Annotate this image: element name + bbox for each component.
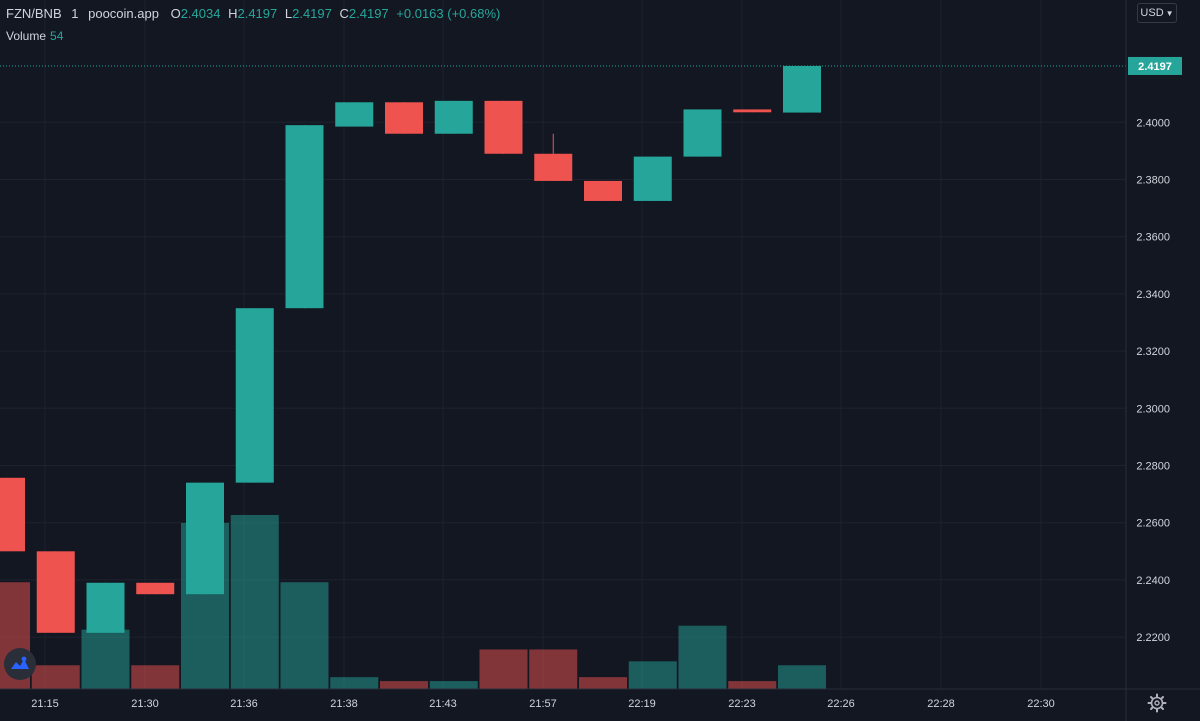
volume-bar (81, 629, 130, 689)
gear-icon[interactable] (1146, 692, 1168, 714)
time-tick-label: 22:30 (1027, 698, 1055, 710)
volume-bar (280, 582, 329, 689)
price-tick-label: 2.4000 (1136, 117, 1170, 129)
volume-bar (230, 515, 279, 689)
high-label: H (228, 6, 238, 21)
time-tick-label: 21:15 (31, 698, 59, 710)
candle-body[interactable] (683, 109, 722, 157)
candle-body[interactable] (385, 102, 423, 134)
volume-label: Volume (6, 29, 47, 43)
time-axis[interactable]: 21:15 21:30 21:36 21:38 21:43 21:57 22:19 22:23… (31, 698, 1055, 710)
price-tick-label: 2.2200 (1136, 632, 1170, 644)
source-label: poocoin.app (88, 6, 159, 21)
price-tick-label: 2.3400 (1136, 289, 1170, 301)
price-tick-label: 2.3000 (1136, 403, 1170, 415)
candle-body[interactable] (584, 180, 622, 201)
last-price-badge (1128, 56, 1182, 75)
ohlc-legend: FZN/BNB 1 poocoin.app O2.4034 H2.4197 L2… (6, 6, 500, 21)
candle-body[interactable] (783, 65, 821, 113)
time-tick-label: 21:57 (529, 698, 557, 710)
volume-bar (678, 625, 727, 689)
time-tick-label: 22:19 (628, 698, 656, 710)
candle-body[interactable] (0, 477, 25, 552)
candle-body[interactable] (633, 156, 672, 201)
candle-body[interactable] (335, 102, 374, 127)
high-value: 2.4197 (237, 6, 278, 21)
time-tick-label: 22:28 (927, 698, 955, 710)
price-tick-label: 2.3800 (1136, 175, 1170, 187)
price-tick-label: 2.3200 (1136, 346, 1170, 358)
price-tick-label: 2.2600 (1136, 518, 1170, 530)
volume-legend: Volume 54 (6, 29, 63, 43)
candle-body[interactable] (186, 482, 224, 595)
volume-bar (479, 649, 528, 689)
candle-body[interactable] (434, 100, 473, 134)
time-tick-label: 21:30 (131, 698, 159, 710)
candle-body[interactable] (534, 153, 573, 181)
interval-label[interactable]: 1 (71, 6, 79, 21)
volume-bar (330, 677, 379, 689)
open-value: 2.4034 (180, 6, 221, 21)
time-tick-label: 21:36 (230, 698, 258, 710)
price-tick-label: 2.2400 (1136, 575, 1170, 587)
low-value: 2.4197 (292, 6, 332, 21)
chevron-down-icon: ▼ (1165, 9, 1174, 18)
candle-body[interactable] (36, 551, 75, 633)
last-price-label: 2.4197 (1138, 61, 1172, 73)
price-tick-label: 2.2800 (1136, 461, 1170, 473)
volume-bar (429, 681, 478, 689)
volume-bar (529, 649, 578, 689)
close-value: 2.4197 (348, 6, 389, 21)
price-candles (0, 65, 821, 633)
currency-label: USD (1140, 7, 1164, 19)
candle-body[interactable] (136, 582, 175, 595)
time-tick-label: 22:23 (728, 698, 756, 710)
time-tick-label: 21:43 (429, 698, 457, 710)
volume-bar (131, 665, 180, 689)
volume-value: 54 (50, 29, 64, 43)
volume-bar (380, 681, 428, 689)
symbol-label[interactable]: FZN/BNB (6, 6, 62, 21)
change-value: +0.0163 (+0.68%) (396, 6, 501, 21)
price-tick-label: 2.3600 (1136, 232, 1170, 244)
candle-body[interactable] (235, 308, 274, 483)
volume-bar (728, 681, 777, 689)
volume-bar (579, 677, 627, 689)
candle-body[interactable] (86, 582, 125, 633)
currency-select-button[interactable]: USD ▼ (1137, 3, 1177, 23)
open-label: O (170, 6, 181, 21)
volume-bar (628, 661, 677, 689)
tradingview-logo-icon[interactable] (4, 648, 36, 680)
price-axis[interactable]: 2.4000 2.3800 2.3600 2.3400 2.3200 2.3000 2.28… (1136, 117, 1170, 644)
low-label: L (284, 6, 293, 21)
close-label: C (339, 6, 349, 21)
candle-body[interactable] (285, 125, 324, 309)
volume-bar (778, 665, 826, 689)
candle-body[interactable] (733, 109, 772, 113)
volume-bar (31, 665, 80, 689)
time-tick-label: 22:26 (827, 698, 855, 710)
candle-body[interactable] (484, 100, 523, 154)
time-tick-label: 21:38 (330, 698, 358, 710)
last-price-line: 2.4197 (0, 56, 1182, 75)
